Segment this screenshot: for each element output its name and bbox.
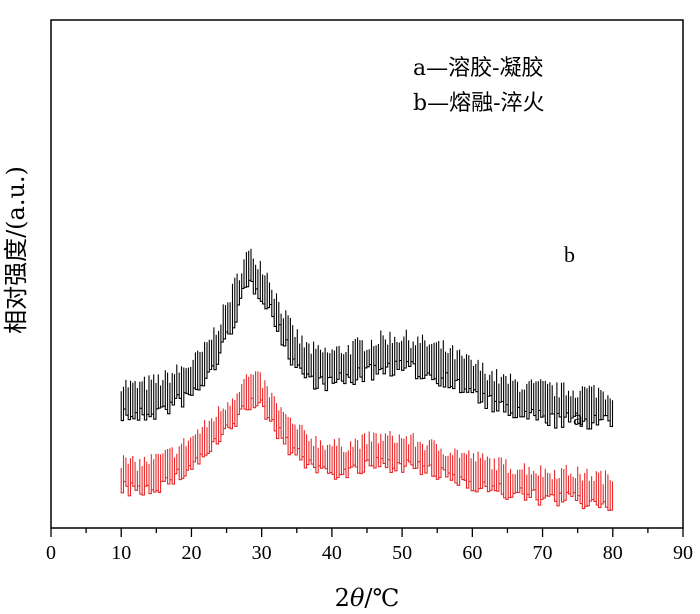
- series-a: [120, 371, 614, 511]
- series-b: [120, 248, 614, 430]
- series-line-b: [120, 248, 614, 430]
- y-axis-title: 相对强度/(a.u.): [2, 166, 30, 334]
- x-axis-title-prefix: 2: [335, 584, 350, 612]
- legend-entry-a: a—溶胶-凝胶: [413, 56, 544, 81]
- x-tick-label: 10: [111, 542, 131, 564]
- series-line-a: [120, 371, 614, 511]
- x-tick-label: 50: [392, 542, 412, 564]
- x-tick-label: 40: [322, 542, 342, 564]
- x-axis-ticks: [50, 528, 684, 537]
- legend-entry-b: b—熔融-淬火: [413, 91, 545, 116]
- x-axis-title-var: θ: [350, 584, 365, 612]
- x-tick-label: 60: [462, 542, 482, 564]
- curve-label-b: b: [564, 242, 575, 267]
- series-layer: [120, 248, 614, 511]
- x-tick-label: 30: [252, 542, 272, 564]
- legend: a—溶胶-凝胶 b—熔融-淬火: [413, 56, 545, 116]
- x-tick-label: 70: [533, 542, 553, 564]
- curve-label-a: a: [573, 405, 583, 430]
- x-tick-label: 90: [673, 542, 693, 564]
- x-tick-label: 80: [603, 542, 623, 564]
- x-axis-title: 2θ/℃: [335, 584, 400, 612]
- x-axis-tick-labels: 0 10 20 30 40 50 60 70 80 90: [46, 542, 693, 564]
- curve-labels: b a: [564, 242, 583, 430]
- x-tick-label: 20: [181, 542, 201, 564]
- x-axis-title-unit: /℃: [364, 584, 399, 612]
- x-tick-label: 0: [46, 542, 56, 564]
